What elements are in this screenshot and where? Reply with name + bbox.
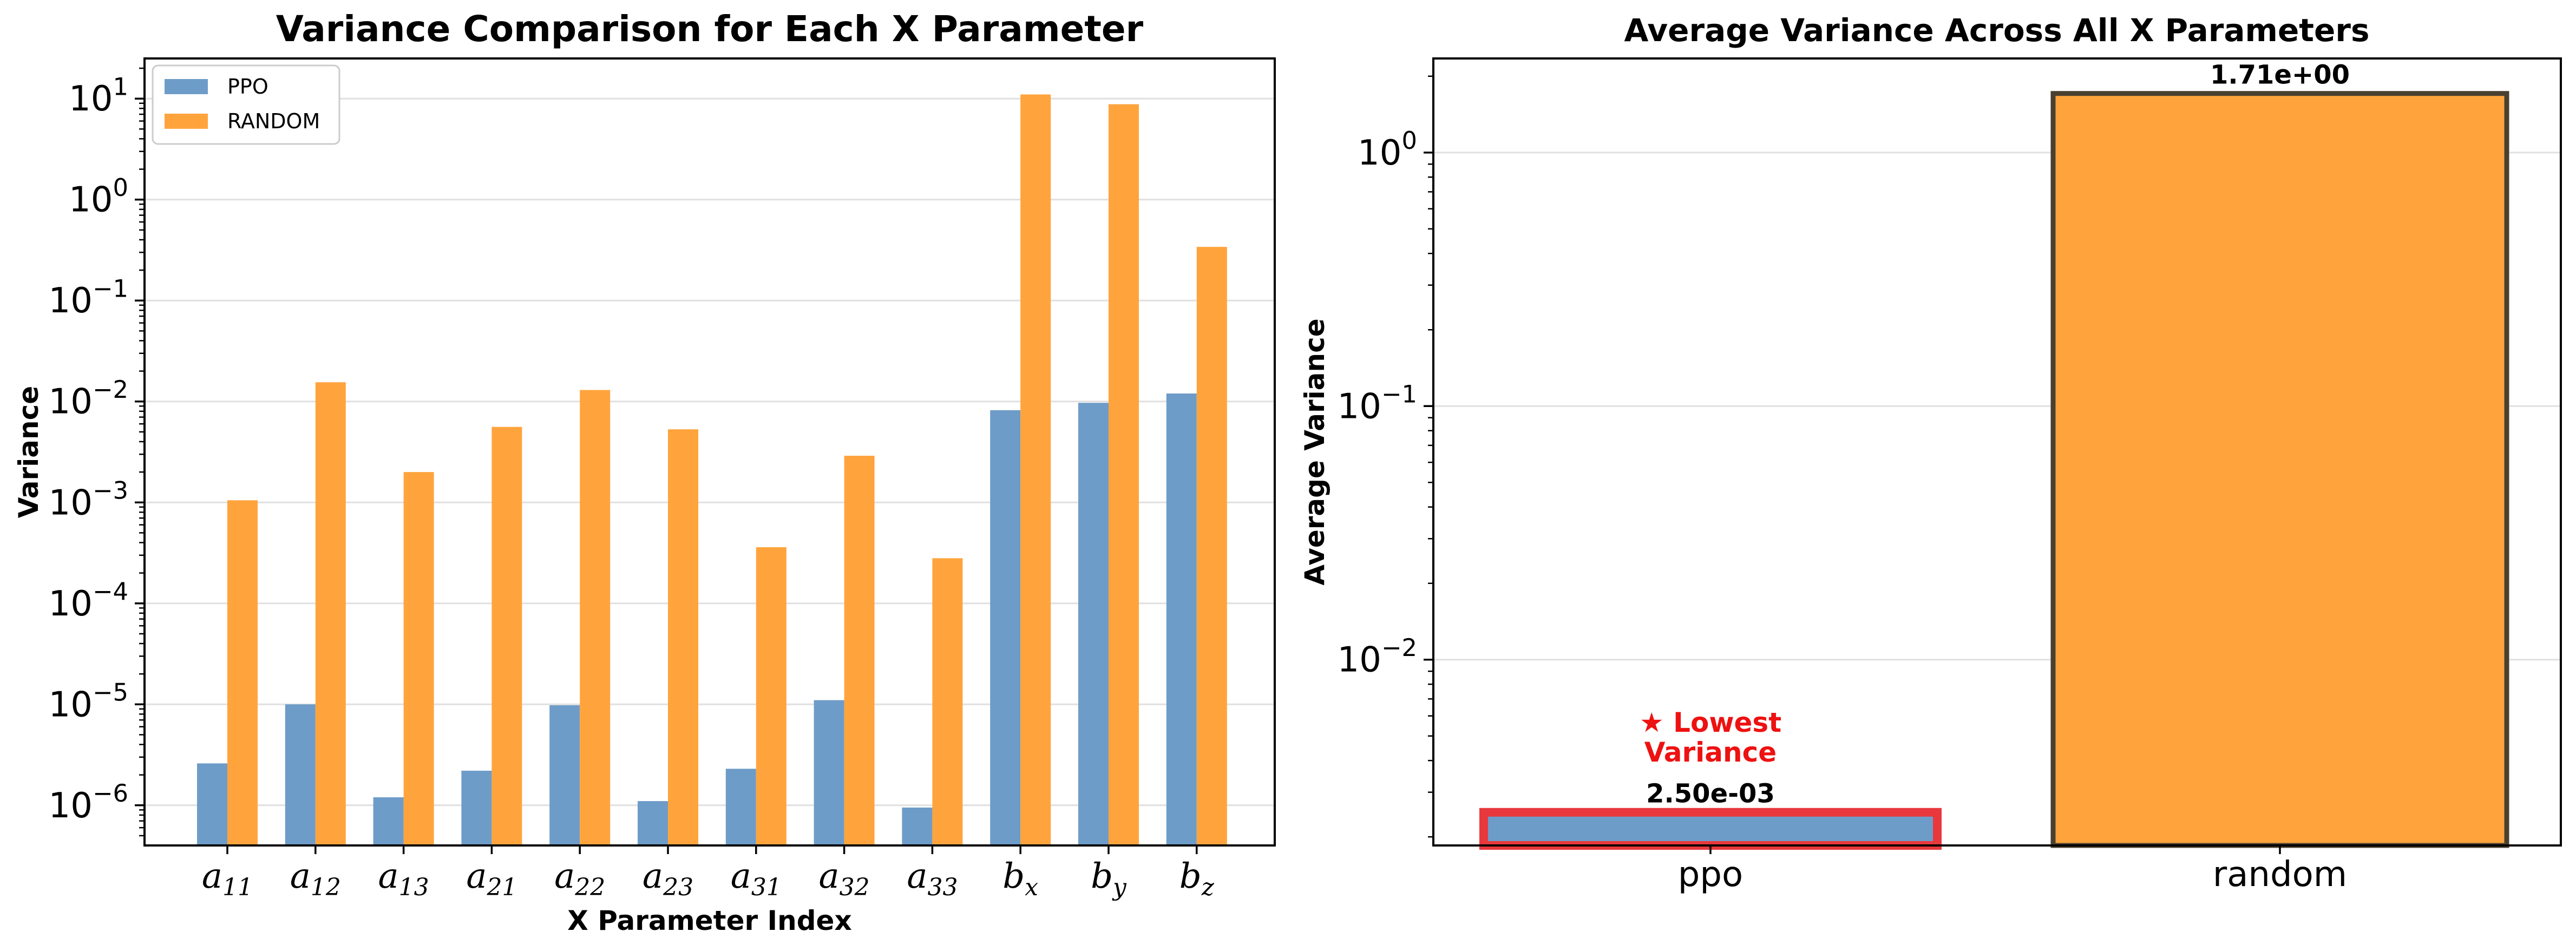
data-label-ppo: 2.50e-03 bbox=[1646, 779, 1775, 809]
x-tick-label-a12: a12 bbox=[290, 856, 341, 901]
bar-ppo-a12 bbox=[285, 704, 316, 845]
left-plot-frame bbox=[143, 57, 1276, 847]
bar-random-a13 bbox=[403, 472, 434, 845]
legend-swatch-ppo bbox=[165, 79, 208, 94]
left-y-tick-label: 101 bbox=[69, 72, 128, 119]
left-bars bbox=[197, 94, 1227, 846]
bar-average-ppo bbox=[1479, 808, 1942, 850]
bar-ppo-a21 bbox=[461, 770, 492, 845]
bar-random-a11 bbox=[227, 500, 258, 845]
x-tick-label-a21: a21 bbox=[466, 856, 517, 901]
right-chart-title: Average Variance Across All X Parameters bbox=[1624, 12, 2370, 49]
x-tick-label-ppo: ppo bbox=[1678, 855, 1743, 895]
bar-ppo-a33 bbox=[902, 807, 933, 845]
bar-ppo-bx bbox=[990, 410, 1021, 845]
legend-label-ppo: PPO bbox=[227, 75, 268, 99]
bar-random-a32 bbox=[844, 456, 875, 845]
x-tick-label-by: by bbox=[1091, 856, 1127, 901]
left-x-ticks: a11 a12 a13 a21 a22 a23 a31 a32 a33 bx by bz bbox=[202, 845, 1215, 901]
x-tick-label-a22: a22 bbox=[554, 856, 605, 901]
x-tick-label-a13: a13 bbox=[378, 856, 429, 901]
bar-ppo-bz bbox=[1166, 393, 1197, 845]
right-y-ticks: 100 10−1 10−2 bbox=[1338, 75, 1433, 838]
right-x-ticks: ppo random bbox=[1678, 845, 2347, 895]
bar-random-a31 bbox=[756, 547, 786, 845]
x-tick-label-a23: a23 bbox=[643, 856, 693, 901]
right-data-labels: 2.50e-03 1.71e+00 bbox=[1646, 60, 2350, 809]
left-y-tick-label: 10−5 bbox=[49, 678, 128, 725]
bar-random-a22 bbox=[580, 390, 611, 845]
data-label-random: 1.71e+00 bbox=[2210, 60, 2350, 90]
x-tick-label-a31: a31 bbox=[731, 856, 782, 901]
legend: PPO RANDOM bbox=[152, 64, 340, 145]
left-x-axis-label: X Parameter Index bbox=[567, 905, 851, 936]
left-y-tick-label: 10−3 bbox=[49, 476, 128, 523]
right-y-axis-label: Average Variance bbox=[1299, 318, 1330, 585]
bar-random-a33 bbox=[932, 558, 963, 845]
left-y-axis-label: Variance bbox=[13, 386, 44, 518]
bar-ppo-a23 bbox=[638, 801, 668, 845]
bar-ppo-a31 bbox=[725, 769, 756, 845]
right-chart: 100 10−1 10−2 ppo random 2.50e-03 1.71e+00 A… bbox=[1299, 12, 2562, 895]
bar-ppo-a32 bbox=[814, 700, 844, 845]
right-bars bbox=[1479, 91, 2509, 850]
x-tick-label-bz: bz bbox=[1179, 856, 1215, 901]
left-y-ticks: 101 100 10−1 10−2 10−3 10−4 10−5 10−6 bbox=[49, 67, 145, 837]
x-tick-label-random: random bbox=[2213, 855, 2347, 895]
bar-random-a12 bbox=[315, 382, 346, 845]
left-y-tick-label: 10−4 bbox=[49, 577, 128, 624]
left-y-tick-label: 10−2 bbox=[49, 375, 128, 422]
bar-random-a21 bbox=[491, 427, 522, 845]
right-y-tick-label: 10−2 bbox=[1338, 633, 1417, 680]
lowest-variance-annotation-line2: Variance bbox=[1644, 737, 1777, 768]
legend-label-random: RANDOM bbox=[227, 109, 320, 133]
bar-ppo-by bbox=[1078, 403, 1109, 845]
left-chart: 101 100 10−1 10−2 10−3 10−4 10−5 10−6 a11 a12 a13… bbox=[13, 8, 1276, 936]
bar-random-by bbox=[1109, 104, 1139, 846]
right-y-tick-label: 100 bbox=[1358, 126, 1417, 173]
left-chart-title: Variance Comparison for Each X Parameter bbox=[276, 8, 1144, 50]
bar-ppo-a11 bbox=[197, 763, 227, 845]
bar-average-random bbox=[2050, 91, 2509, 848]
x-tick-label-a33: a33 bbox=[907, 856, 958, 901]
lowest-variance-annotation-line1: ★ Lowest bbox=[1640, 707, 1781, 738]
bar-ppo-a13 bbox=[373, 797, 404, 845]
bar-random-bx bbox=[1020, 94, 1051, 845]
left-y-tick-label: 10−1 bbox=[49, 274, 128, 321]
x-tick-label-a11: a11 bbox=[202, 856, 253, 901]
bar-ppo-a22 bbox=[549, 705, 580, 845]
x-tick-label-a32: a32 bbox=[819, 856, 870, 901]
right-y-tick-label: 10−1 bbox=[1338, 379, 1417, 427]
legend-swatch-random bbox=[165, 114, 208, 129]
left-y-tick-label: 100 bbox=[69, 173, 128, 220]
right-plot-frame bbox=[1432, 57, 2562, 847]
bar-random-bz bbox=[1196, 247, 1227, 846]
x-tick-label-bx: bx bbox=[1002, 856, 1038, 901]
left-y-tick-label: 10−6 bbox=[49, 779, 128, 826]
bar-random-a23 bbox=[668, 429, 698, 845]
